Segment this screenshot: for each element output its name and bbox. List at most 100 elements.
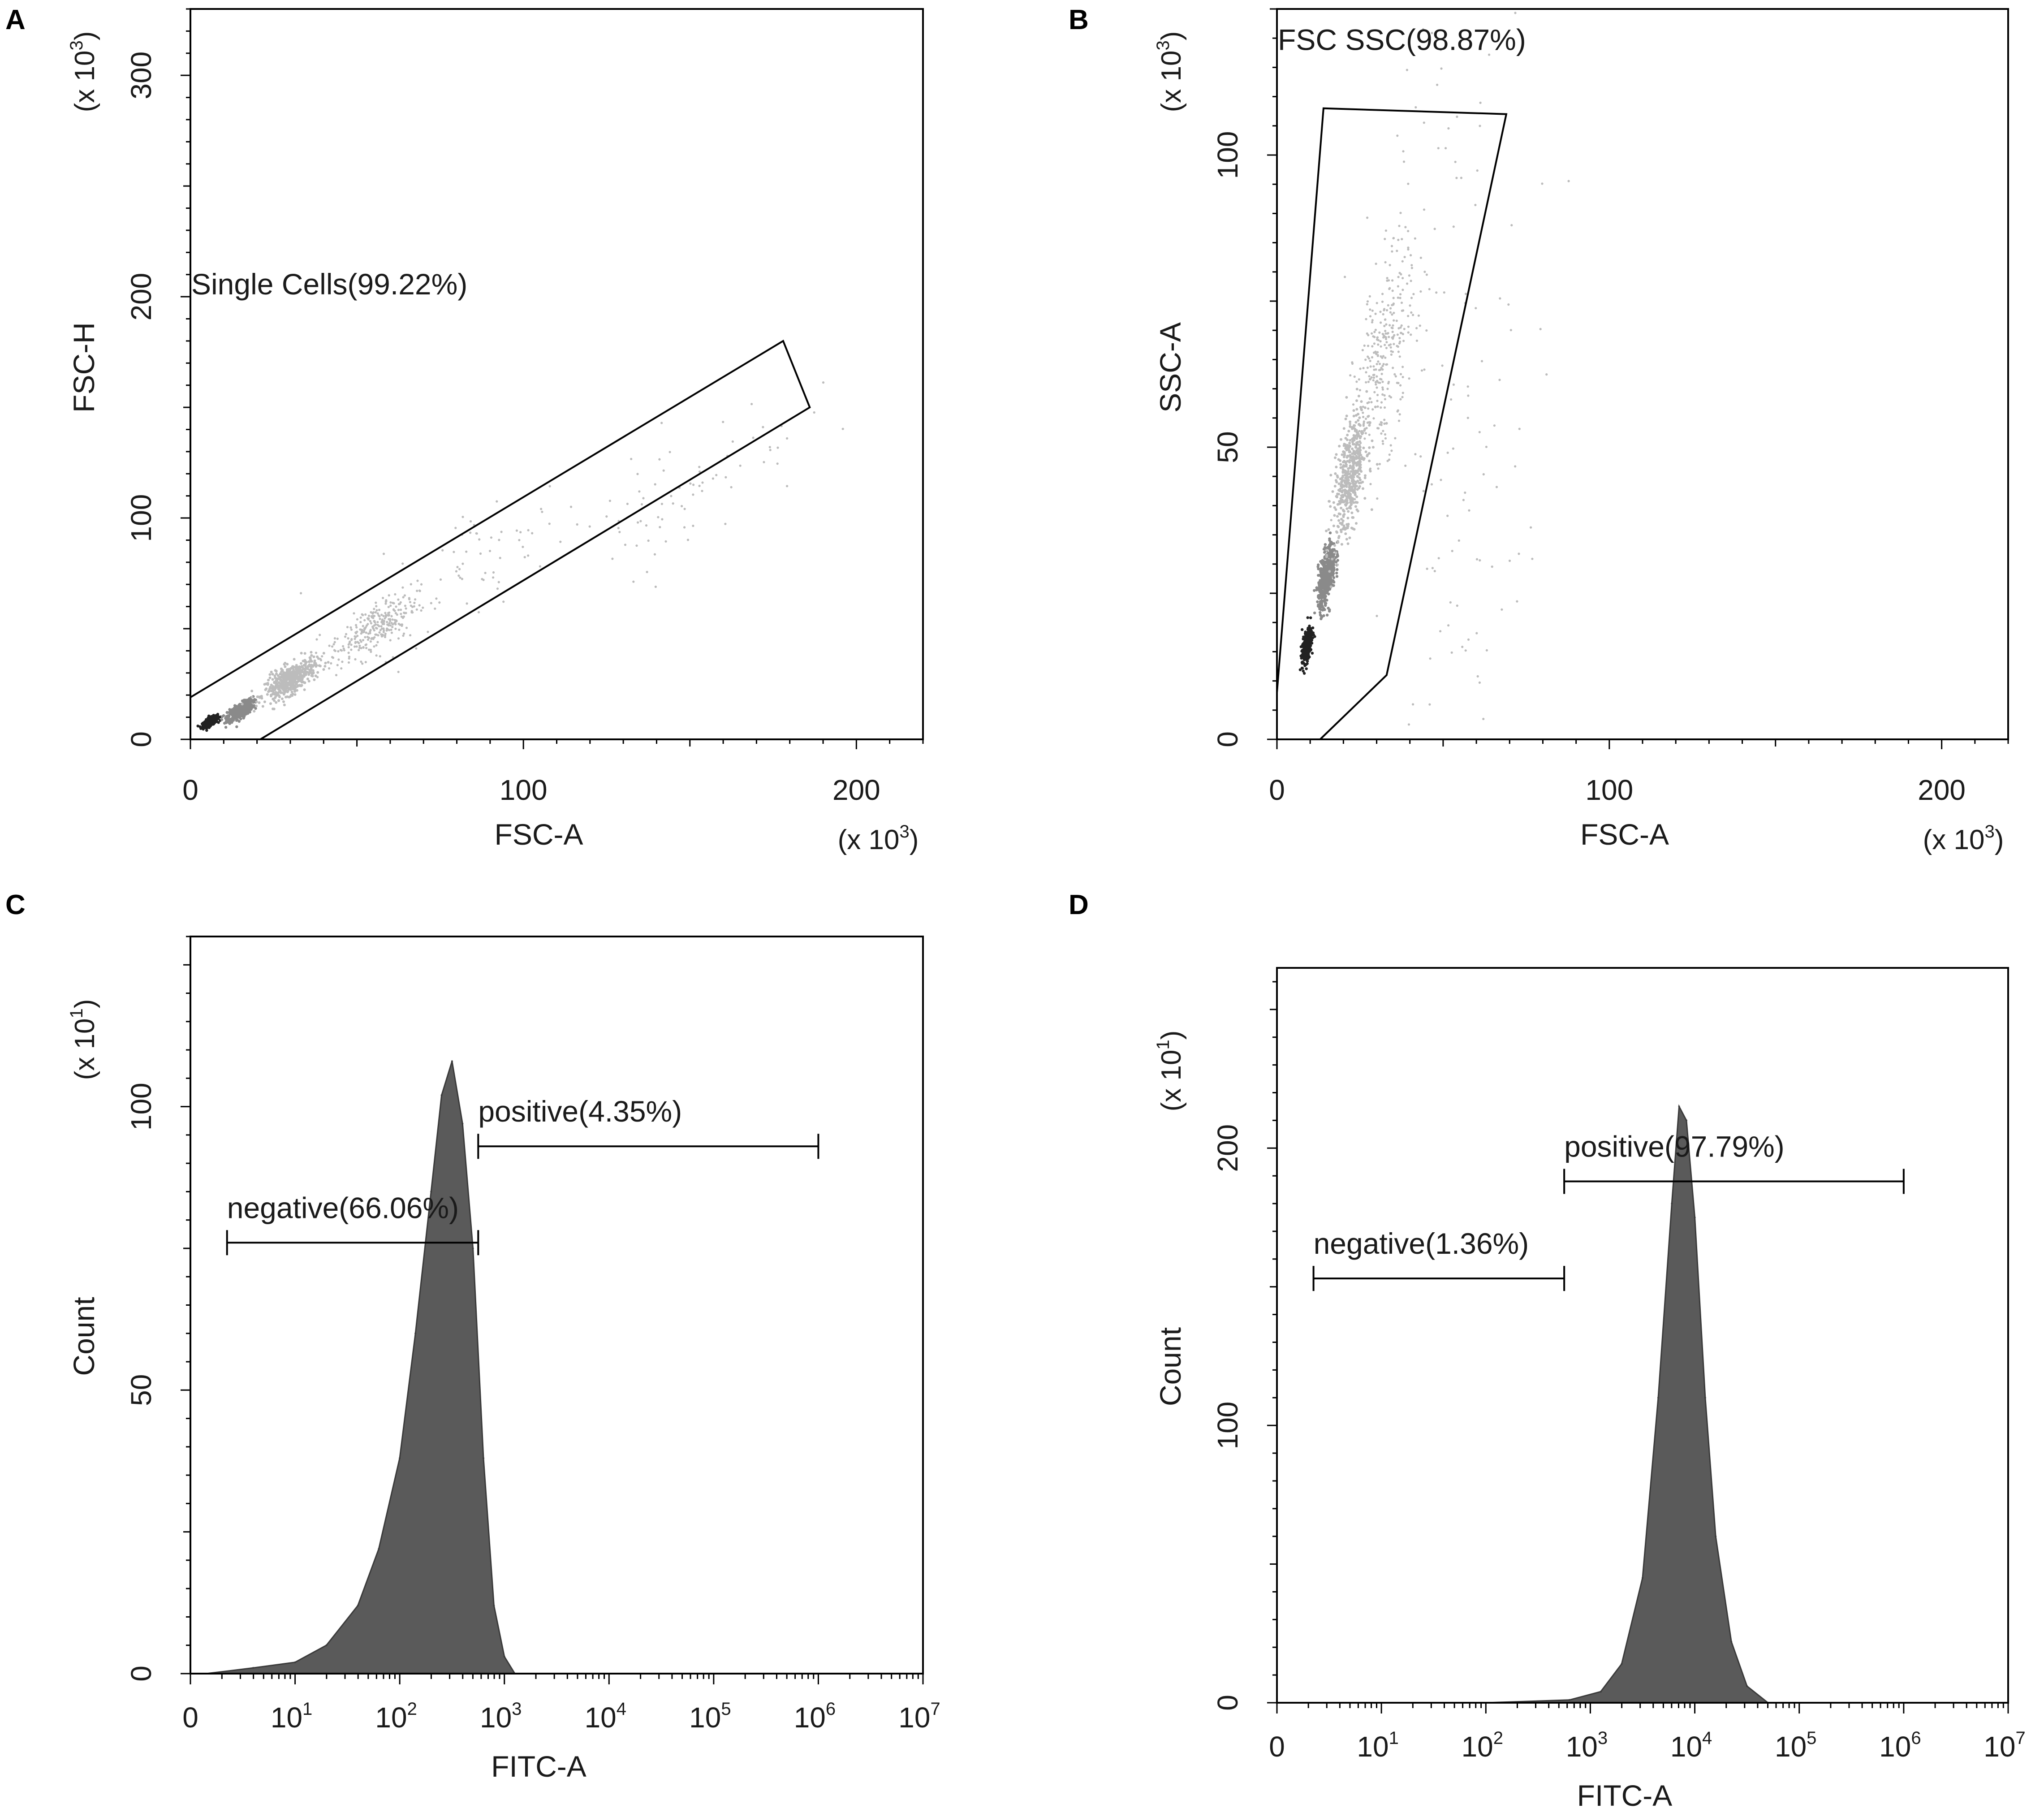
scatter-point [1330,561,1333,564]
scatter-point [605,515,608,518]
scatter-point [319,634,321,636]
scatter-point [1377,381,1380,384]
scatter-point [1386,277,1389,280]
scatter-point [384,602,387,605]
scatter-point [1445,147,1447,150]
scatter-point [1318,607,1321,611]
scatter-point [401,562,404,565]
scatter-point [255,700,258,703]
scatter-point [1417,314,1420,317]
scatter-point [1301,648,1304,652]
scatter-point [278,695,281,699]
scatter-point [1485,649,1488,652]
scatter-point [229,721,233,724]
scatter-point [1379,423,1381,426]
scatter-point [290,691,293,694]
scatter-point [274,669,277,672]
scatter-point [430,602,432,604]
scatter-point [1358,465,1361,468]
scatter-point [1476,675,1479,678]
scatter-point [540,508,543,510]
scatter-point [668,451,671,453]
scatter-point [1380,406,1382,409]
scatter-point [253,710,256,713]
histogram-bin [378,1548,380,1550]
x-tick-label: 107 [898,1699,940,1734]
scatter-point [1390,449,1393,452]
scatter-point [318,664,321,667]
scatter-point [1382,336,1385,339]
scatter-point [1401,260,1404,263]
scatter-point [1369,483,1372,485]
scatter-point [611,557,614,560]
scatter-point [371,626,374,629]
scatter-point [1385,341,1388,344]
scatter-point [1446,514,1449,517]
histogram-bin [1685,1119,1687,1122]
scatter-point [402,596,405,599]
scatter-point [400,613,402,615]
scatter-point [496,500,498,503]
scatter-point [283,691,286,695]
scatter-point [722,421,724,423]
scatter-point [379,655,381,658]
scatter-point [1393,319,1395,322]
scatter-point [698,466,701,468]
scatter-point [1466,417,1469,419]
scatter-point [1385,363,1388,366]
scatter-point [1461,646,1464,648]
scatter-point [1303,664,1307,667]
scatter-point [369,630,371,633]
scatter-point [1376,351,1379,354]
scatter-point [1353,466,1355,469]
scatter-point [500,531,503,533]
scatter-point [1391,250,1393,253]
scatter-point [1391,336,1393,339]
scatter-point [1404,226,1407,229]
scatter-point [308,671,311,674]
x-tick-label: 103 [1566,1728,1608,1763]
scatter-point [1401,392,1404,394]
scatter-point [1466,385,1469,388]
scatter-point [701,490,703,492]
scatter-point [240,710,243,714]
scatter-point [1320,578,1324,582]
scatter-point [239,715,242,718]
scatter-point [786,485,789,488]
scatter-point [382,552,385,555]
scatter-point [1449,601,1452,604]
scatter-point [402,632,405,635]
scatter-point [383,629,385,632]
x-axis: 0 100 200 [1269,739,2009,806]
scatter-point [283,689,286,692]
scatter-point [1407,325,1410,328]
positive-gate: positive(97.79%) [1563,1130,1905,1194]
scatter-point [1306,651,1309,655]
scatter-point [385,600,388,603]
scatter-point [1355,399,1358,402]
scatter-point [1380,372,1383,375]
scatter-point [1478,681,1481,684]
scatter-point [1383,419,1386,421]
scatter-point [350,639,353,641]
scatter-point [312,655,315,658]
scatter-point [1399,384,1402,387]
scatter-point [1388,380,1390,383]
scatter-point [1341,470,1345,473]
scatter-point [1406,69,1408,71]
scatter-point [681,505,683,508]
scatter-point [363,627,366,630]
scatter-point [1514,465,1517,468]
scatter-point [235,716,239,719]
scatter-point [731,440,734,443]
scatter-point [458,568,461,570]
histogram-bin [1746,1685,1748,1687]
histogram-bin [357,1605,359,1607]
scatter-point [315,664,318,667]
scatter-point [1329,585,1332,588]
scatter-point [1305,643,1308,646]
scatter-point [1315,588,1318,591]
scatter-point [1419,256,1422,259]
scatter-point [1331,490,1334,493]
scatter-point [291,680,294,683]
